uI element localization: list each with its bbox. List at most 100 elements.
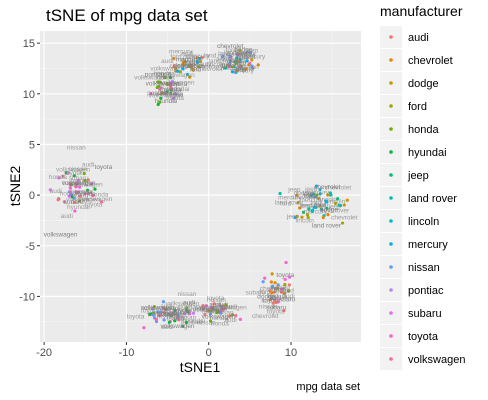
data-point-land-rover: [339, 203, 343, 208]
legend-key-point: [389, 104, 393, 108]
data-point-subaru: [76, 178, 80, 183]
point-label-clutter: hyundai: [161, 310, 184, 317]
point-label: hyundai: [155, 98, 178, 105]
data-point-chevrolet: [172, 56, 176, 61]
point-label-clutter: nissan: [259, 303, 278, 310]
data-point-volkswagen: [74, 190, 78, 194]
data-point-honda: [152, 305, 156, 309]
data-point-honda: [215, 310, 219, 315]
data-point-chevrolet: [268, 297, 272, 302]
data-point-mercury: [293, 215, 297, 220]
data-point-volkswagen: [74, 185, 78, 189]
point-label-clutter: nissan: [236, 50, 255, 57]
point-label-clutter: mercury: [278, 195, 302, 202]
point-label-clutter: mercury: [230, 68, 254, 75]
point-label-clutter: volkswagen: [160, 307, 194, 314]
data-point-hyundai: [159, 96, 163, 100]
data-point-ford: [287, 289, 291, 293]
data-point-honda: [209, 309, 213, 313]
data-point-honda: [185, 306, 189, 310]
legend-key-point: [389, 127, 393, 131]
data-point-hyundai: [93, 187, 97, 191]
data-point-chevrolet: [235, 68, 240, 73]
point-label-clutter: pontiac: [169, 310, 191, 317]
data-point-honda: [83, 178, 87, 183]
data-point-hyundai: [181, 324, 185, 328]
point-label-clutter: pontiac: [178, 304, 200, 311]
point-label-clutter: honda: [165, 311, 183, 318]
legend-label-toyota: toyota: [408, 331, 439, 343]
legend-key-point: [389, 311, 393, 315]
data-point-hyundai: [173, 308, 177, 313]
data-point-honda: [208, 319, 213, 323]
point-label-clutter: toyota: [170, 81, 188, 88]
point-label-clutter: land rover: [218, 50, 248, 57]
point-label-clutter: chevrolet: [260, 285, 287, 292]
point-label-clutter: toyota: [64, 170, 82, 177]
point-label: honda: [75, 189, 93, 196]
legend-label-jeep: jeep: [407, 170, 429, 182]
data-point-hyundai: [148, 312, 152, 316]
point-label: volkswagen: [146, 81, 180, 88]
data-point-audi: [268, 289, 272, 293]
point-label-clutter: hyundai: [70, 189, 93, 196]
data-points: [48, 48, 349, 330]
data-point-nissan: [221, 54, 225, 59]
point-label-clutter: ford: [283, 287, 295, 294]
data-point-nissan: [169, 312, 173, 317]
data-point-nissan: [151, 312, 155, 317]
data-point-subaru: [66, 171, 70, 175]
point-label-clutter: jeep: [286, 214, 300, 221]
data-point-honda: [160, 90, 164, 95]
point-label-clutter: nissan: [157, 313, 176, 320]
data-point-hyundai: [165, 90, 169, 94]
y-tick-label: 5: [29, 139, 35, 151]
point-label-clutter: mercury: [186, 53, 210, 60]
legend-key-point: [389, 265, 393, 269]
x-axis-title: tSNE1: [180, 359, 221, 375]
data-point-mercury: [198, 57, 202, 61]
point-label-clutter: volkswagen: [213, 304, 247, 311]
point-label-clutter: honda: [148, 312, 166, 319]
y-tick-label: -5: [25, 241, 35, 253]
point-label-clutter: volkswagen: [78, 196, 112, 203]
data-point-chevrolet: [298, 206, 302, 210]
data-point-audi: [279, 290, 284, 294]
data-point-chevrolet: [190, 67, 194, 71]
point-label-clutter: pontiac: [181, 319, 203, 326]
point-label: mercury: [176, 56, 200, 63]
data-point-pontiac: [183, 312, 187, 316]
legend-key-point: [389, 357, 393, 361]
data-point-land-rover: [234, 60, 238, 64]
data-point-audi: [287, 283, 292, 287]
data-point-chevrolet: [318, 204, 322, 208]
data-point-nissan: [270, 284, 275, 288]
point-label-clutter: audi: [160, 303, 172, 310]
legend-label-nissan: nissan: [408, 262, 440, 274]
point-label-clutter: ford: [274, 287, 286, 294]
point-label-clutter: lincoln: [237, 54, 256, 61]
data-point-chevrolet: [256, 63, 260, 67]
data-point-subaru: [57, 176, 61, 180]
data-point-volkswagen: [62, 200, 66, 204]
data-point-volkswagen: [68, 182, 72, 186]
data-point-honda: [230, 313, 235, 317]
point-label-clutter: ford: [226, 47, 238, 54]
point-label-clutter: toyota: [262, 297, 280, 304]
legend-key-point: [389, 58, 393, 62]
point-label: toyota: [276, 272, 294, 279]
data-point-audi: [274, 300, 278, 305]
data-point-jeep: [325, 206, 329, 210]
data-point-dodge: [270, 272, 274, 276]
data-point-lincoln: [310, 208, 315, 212]
legend-label-volkswagen: volkswagen: [408, 354, 465, 366]
point-label-clutter: audi: [211, 304, 223, 311]
point-label-clutter: audi: [183, 59, 195, 66]
data-point-ford: [333, 201, 338, 206]
data-point-mercury: [230, 70, 235, 74]
y-tick-label: 0: [29, 190, 35, 202]
y-tick-label: 15: [23, 38, 35, 50]
data-point-honda: [169, 91, 173, 95]
data-point-audi: [228, 314, 232, 318]
point-label-clutter: nissan: [207, 297, 226, 304]
